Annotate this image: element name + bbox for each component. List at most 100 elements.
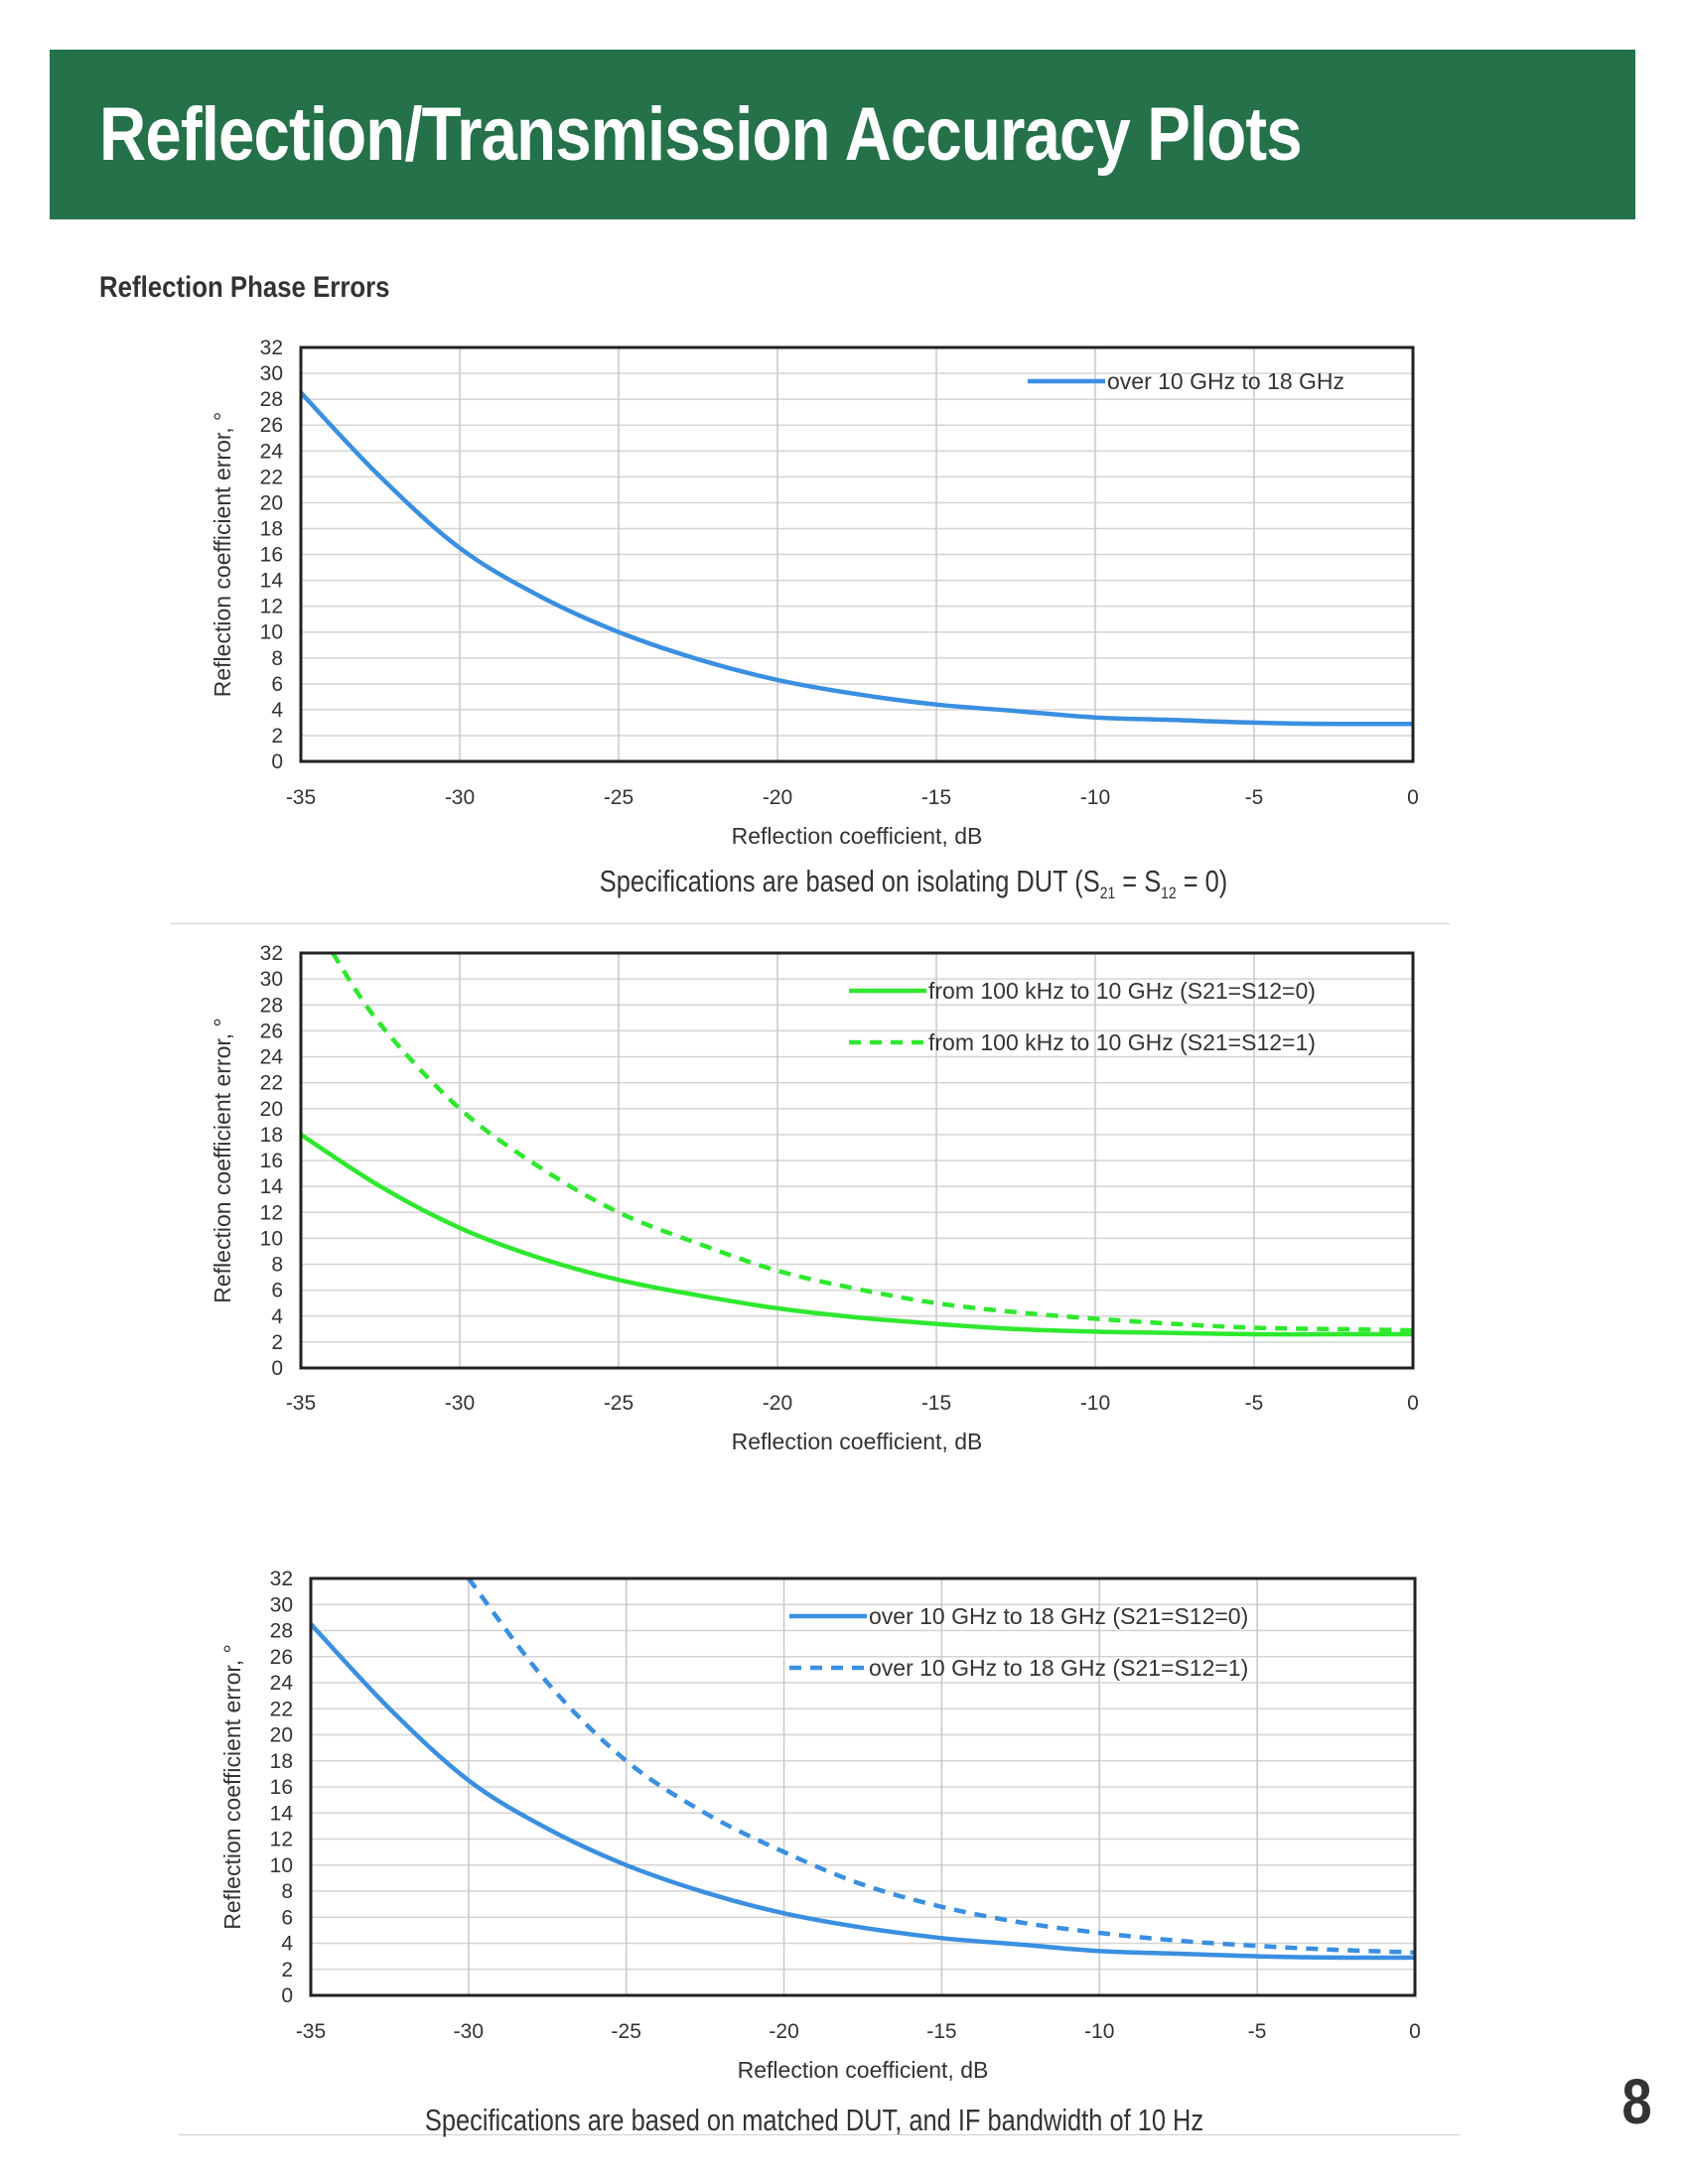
y-tick-label: 32 [260,337,283,359]
y-tick-label: 28 [260,994,283,1017]
legend-label: from 100 kHz to 10 GHz (S21=S12=1) [928,1029,1316,1055]
y-tick-label: 20 [260,1098,283,1121]
legend-label: from 100 kHz to 10 GHz (S21=S12=0) [928,978,1316,1004]
x-tick-label: -15 [921,786,951,809]
legend-label: over 10 GHz to 18 GHz (S21=S12=1) [869,1655,1248,1681]
x-tick-label: -25 [604,1392,633,1415]
x-tick-label: -35 [286,1392,316,1415]
y-tick-label: 26 [260,1020,283,1042]
series-line-1 [311,1621,1415,1961]
y-tick-label: 28 [260,388,283,411]
y-tick-label: 16 [260,544,283,567]
plot-area-border [299,345,1415,763]
y-tick-label: 28 [270,1620,293,1643]
x-tick-label: -35 [286,786,316,809]
y-tick-label: 14 [260,570,284,593]
y-tick-label: 8 [271,647,283,670]
y-axis-label: Reflection coefficient error, ° [210,412,235,697]
chart-3-caption: Specifications are based on matched DUT,… [424,2103,1204,2137]
x-tick-label: -25 [604,786,633,809]
caption-text: = S [1115,864,1162,898]
y-axis-label: Reflection coefficient error, ° [210,1018,235,1302]
y-tick-label: 4 [271,699,283,722]
y-tick-label: 32 [260,942,283,965]
y-tick-label: 22 [260,466,283,488]
x-tick-label: -30 [445,786,475,809]
x-tick-label: -30 [445,1392,475,1415]
x-tick-label: 0 [1407,1392,1419,1415]
y-tick-label: 24 [270,1672,294,1695]
y-tick-label: 20 [260,491,283,514]
page-number: 8 [1621,2066,1652,2137]
y-tick-label: 30 [260,968,283,991]
x-tick-label: -5 [1245,1392,1264,1415]
x-axis-label: Reflection coefficient, dB [738,2057,989,2083]
legend-label: over 10 GHz to 18 GHz [1107,368,1344,394]
x-tick-label: -15 [921,1392,951,1415]
y-tick-label: 22 [260,1072,283,1095]
y-tick-label: 0 [271,751,283,773]
y-tick-label: 0 [281,1984,293,2007]
legend: over 10 GHz to 18 GHz (S21=S12=0) over 10… [789,1603,1248,1681]
page-title: Reflection/Transmission Accuracy Plots [99,92,1303,177]
x-tick-label: -20 [763,1392,792,1415]
y-tick-label: 10 [260,1227,283,1250]
y-tick-label: 26 [270,1646,293,1669]
y-tick-label: 6 [271,673,283,696]
legend: over 10 GHz to 18 GHz [1028,368,1344,394]
divider [179,2134,1460,2135]
y-tick-label: 8 [271,1254,283,1277]
y-tick-label: 6 [271,1280,283,1302]
y-tick-label: 10 [270,1854,293,1877]
y-tick-label: 2 [271,1331,283,1354]
y-tick-label: 14 [270,1802,294,1825]
legend: from 100 kHz to 10 GHz (S21=S12=0) from 1… [849,978,1316,1055]
header-band: Reflection/Transmission Accuracy Plots [50,50,1635,219]
series-line-1 [301,1132,1413,1337]
y-tick-label: 14 [260,1175,284,1198]
y-tick-label: 8 [281,1880,293,1903]
x-tick-label: -25 [612,2020,641,2043]
y-tick-label: 16 [270,1776,293,1799]
y-tick-label: 2 [281,1959,293,1981]
caption-subscript: 12 [1161,884,1177,903]
x-tick-label: -15 [926,2020,956,2043]
divider [171,923,1450,924]
x-tick-label: -5 [1245,786,1264,809]
y-tick-label: 10 [260,621,283,644]
y-tick-label: 6 [281,1906,293,1929]
y-tick-label: 12 [270,1829,293,1851]
y-tick-label: 12 [260,1201,283,1224]
y-tick-label: 4 [271,1305,283,1328]
x-tick-label: -35 [296,2020,326,2043]
y-tick-label: 20 [270,1724,293,1747]
x-tick-label: -30 [454,2020,484,2043]
plot-area-border [309,1576,1417,1997]
series-line-2 [331,953,1413,1333]
y-tick-label: 30 [270,1593,293,1616]
y-tick-label: 0 [271,1357,283,1380]
y-tick-label: 2 [271,725,283,748]
y-tick-label: 22 [270,1698,293,1720]
y-tick-label: 18 [260,1124,283,1147]
caption-subscript: 21 [1099,884,1116,903]
y-tick-label: 32 [270,1568,293,1590]
grid [300,346,1414,762]
x-tick-label: 0 [1407,786,1419,809]
y-axis-label: Reflection coefficient error, ° [219,1644,245,1929]
x-tick-label: -10 [1084,2020,1114,2043]
y-tick-label: 24 [260,440,284,463]
chart-1-caption: Specifications are based on isolating DU… [506,864,1321,903]
y-tick-label: 16 [260,1150,283,1172]
x-tick-label: -20 [763,786,792,809]
caption-text: = 0) [1176,864,1228,898]
y-tick-label: 18 [270,1750,293,1773]
plot-area-border [299,951,1415,1370]
x-axis-label: Reflection coefficient, dB [732,823,983,849]
y-tick-label: 26 [260,414,283,437]
y-tick-label: 30 [260,362,283,385]
x-axis-label: Reflection coefficient, dB [732,1429,983,1454]
